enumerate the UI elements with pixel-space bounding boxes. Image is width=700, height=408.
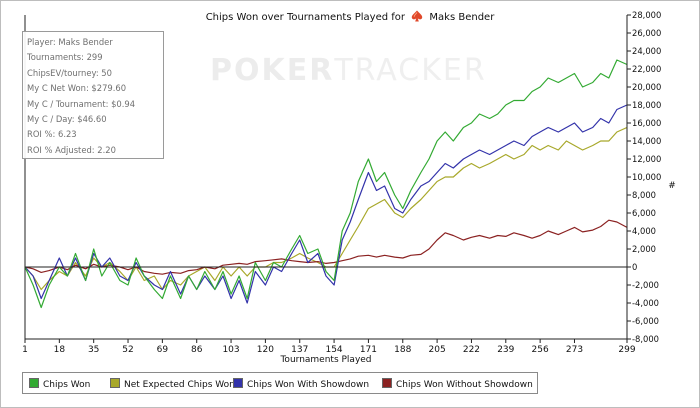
x-tick-label: 205 [429,345,446,355]
stat-line: Tournaments: 299 [27,52,103,63]
x-tick-label: 137 [291,345,308,355]
x-tick-label: 273 [566,345,583,355]
chart-title: Chips Won over Tournaments Played for Ma… [0,10,700,23]
y-tick-label: -2,000 [632,280,659,290]
stat-line: My C / Tournament: $0.94 [27,98,136,109]
y-tick-label: -8,000 [632,334,659,344]
x-tick-label: 103 [222,345,239,355]
series-layer [24,59,628,309]
legend-swatch [29,378,39,388]
y-tick-label: 28,000 [632,10,661,20]
legend-swatch [233,378,243,388]
series-line-chips-with-showdown [24,104,628,304]
y-tick-label: 24,000 [632,46,661,56]
stat-line: Player: Maks Bender [27,37,113,47]
y-tick-label: 18,000 [632,100,661,110]
series-line-chips-won-without-showdown [24,219,628,275]
legend-label: Net Expected Chips Won [124,380,235,390]
legend-swatch [382,378,392,388]
x-tick-label: 222 [463,345,480,355]
title-player: Maks Bender [429,12,495,23]
y-tick-label: 22,000 [632,64,661,74]
legend: Chips Won Net Expected Chips Won Chips Won… [22,372,538,394]
y-tick-label: 20,000 [632,82,661,92]
y-tick-label: 12,000 [632,154,661,164]
stat-line: ROI % Adjusted: 2.20 [27,144,116,155]
x-tick-label: 120 [257,345,274,355]
x-tick-label: 18 [54,345,66,355]
pokertracker-watermark: POKERTRACKER [210,53,487,88]
legend-item: Chips Won [29,378,90,390]
stat-line: ChipsEV/tourney: 50 [27,67,112,78]
stats-box: Player: Maks Bender Tournaments: 299 Chips… [22,31,164,159]
legend-label: Chips Won [43,380,91,390]
y-tick-label: 10,000 [632,172,661,182]
x-tick-labels: 1 18 35 52 69 86 103 120 137 154 171 188 205 222 239 25… [22,339,636,355]
y-tick-label: 4,000 [632,226,656,236]
legend-swatch [110,378,120,388]
x-axis-label: Tournaments Played [279,355,371,365]
x-tick-label: 299 [618,345,635,355]
stat-line: ROI %: 6.23 [27,129,77,140]
x-tick-label: 171 [360,345,377,355]
y-tick-label: 26,000 [632,28,661,38]
y-tick-label: 14,000 [632,136,661,146]
legend-label: Chips Won Without Showdown [396,380,533,390]
stat-line: My C Net Won: $279.60 [27,83,127,94]
y-tick-label: 6,000 [632,208,656,218]
y-tick-label: 2,000 [632,244,656,254]
y-axis-unit: # [668,181,676,191]
watermark-part2: TRACKER [334,53,487,88]
x-tick-label: 52 [122,345,133,355]
x-tick-label: 239 [497,345,514,355]
x-tick-label: 154 [325,345,342,355]
x-tick-label: 256 [532,345,549,355]
x-tick-label: 1 [22,345,28,355]
title-prefix: Chips Won over Tournaments Played for [205,12,406,23]
x-tick-label: 86 [191,345,203,355]
y-tick-label: -6,000 [632,316,659,326]
x-tick-label: 35 [88,345,99,355]
x-tick-label: 69 [157,345,169,355]
series-line-chips-won [24,59,628,309]
legend-item: Chips Won With Showdown [233,378,369,390]
y-tick-labels: -8,000 -6,000 -4,000 -2,000 0 2,000 4,000 6,000… [627,10,661,344]
watermark-part1: POKER [210,53,335,88]
legend-label: Chips Won With Showdown [247,380,370,390]
y-tick-label: 8,000 [632,190,656,200]
legend-item: Net Expected Chips Won [110,378,235,390]
legend-item: Chips Won Without Showdown [382,378,533,390]
y-tick-label: 0 [632,262,637,272]
x-tick-label: 188 [394,345,411,355]
spade-icon [411,10,423,22]
stat-line: My C / Day: $46.60 [27,114,107,124]
y-tick-label: -4,000 [632,298,659,308]
y-tick-label: 16,000 [632,118,661,128]
